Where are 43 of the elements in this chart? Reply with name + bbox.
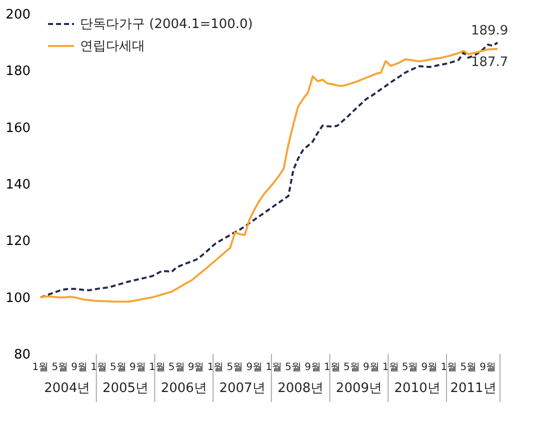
x-tick-label: 1월 [32, 362, 49, 373]
text: 2006년 [160, 381, 207, 396]
x-tick-label: 9월 [246, 362, 263, 373]
x-tick-label: 5월 [168, 362, 185, 373]
text: 2007년 [219, 381, 266, 396]
x-tick-label: 9월 [480, 362, 496, 373]
y-tick-label: 140 [6, 178, 30, 192]
x-tick-label: 9월 [421, 362, 438, 373]
x-tick-label: 9월 [130, 362, 146, 373]
x-tick-label: 1월 [382, 362, 399, 373]
x-tick-label: 5월 [402, 362, 418, 373]
text: 2009년 [336, 381, 382, 396]
x-tick-label: 1월 [266, 362, 282, 373]
x-tick-label: 5월 [226, 362, 244, 373]
x-tick-label: 9월 [304, 362, 321, 373]
x-tick-label: 5월 [110, 362, 126, 373]
y-tick-label: 120 [6, 234, 30, 250]
text: 2011년 [450, 381, 496, 396]
x-tick-label: 5월 [343, 362, 360, 373]
x-tick-label: 9월 [362, 362, 380, 373]
text: 2008년 [278, 381, 324, 396]
x-tick-label: 1월 [148, 362, 166, 373]
x-tick-label: 9월 [71, 362, 88, 373]
legend-label: 단독다가구 (2004.1=100.0) [80, 17, 253, 32]
y-tick-label: 80 [14, 348, 30, 362]
y-tick-label: 180 [6, 64, 30, 80]
y-tick-label: 160 [6, 120, 30, 136]
data-label: 189.9 [470, 24, 508, 39]
text: 2004년 [44, 381, 90, 396]
x-tick-label: 1월 [207, 362, 224, 373]
y-tick-label: 100 [6, 290, 30, 306]
x-tick-label: 1월 [324, 362, 340, 373]
y-tick-label: 200 [6, 8, 30, 22]
legend-label: 연립다세대 [80, 39, 145, 54]
x-tick-label: 5월 [285, 362, 302, 373]
x-tick-label: 1월 [90, 362, 107, 373]
text: 2005년 [102, 381, 149, 396]
x-tick-label: 1월 [440, 362, 458, 373]
text: 2010년 [394, 381, 440, 396]
x-tick-label: 9월 [188, 362, 204, 373]
data-label: 187.7 [470, 54, 508, 70]
x-tick-label: 5월 [460, 362, 477, 373]
x-tick-label: 5월 [52, 362, 68, 373]
